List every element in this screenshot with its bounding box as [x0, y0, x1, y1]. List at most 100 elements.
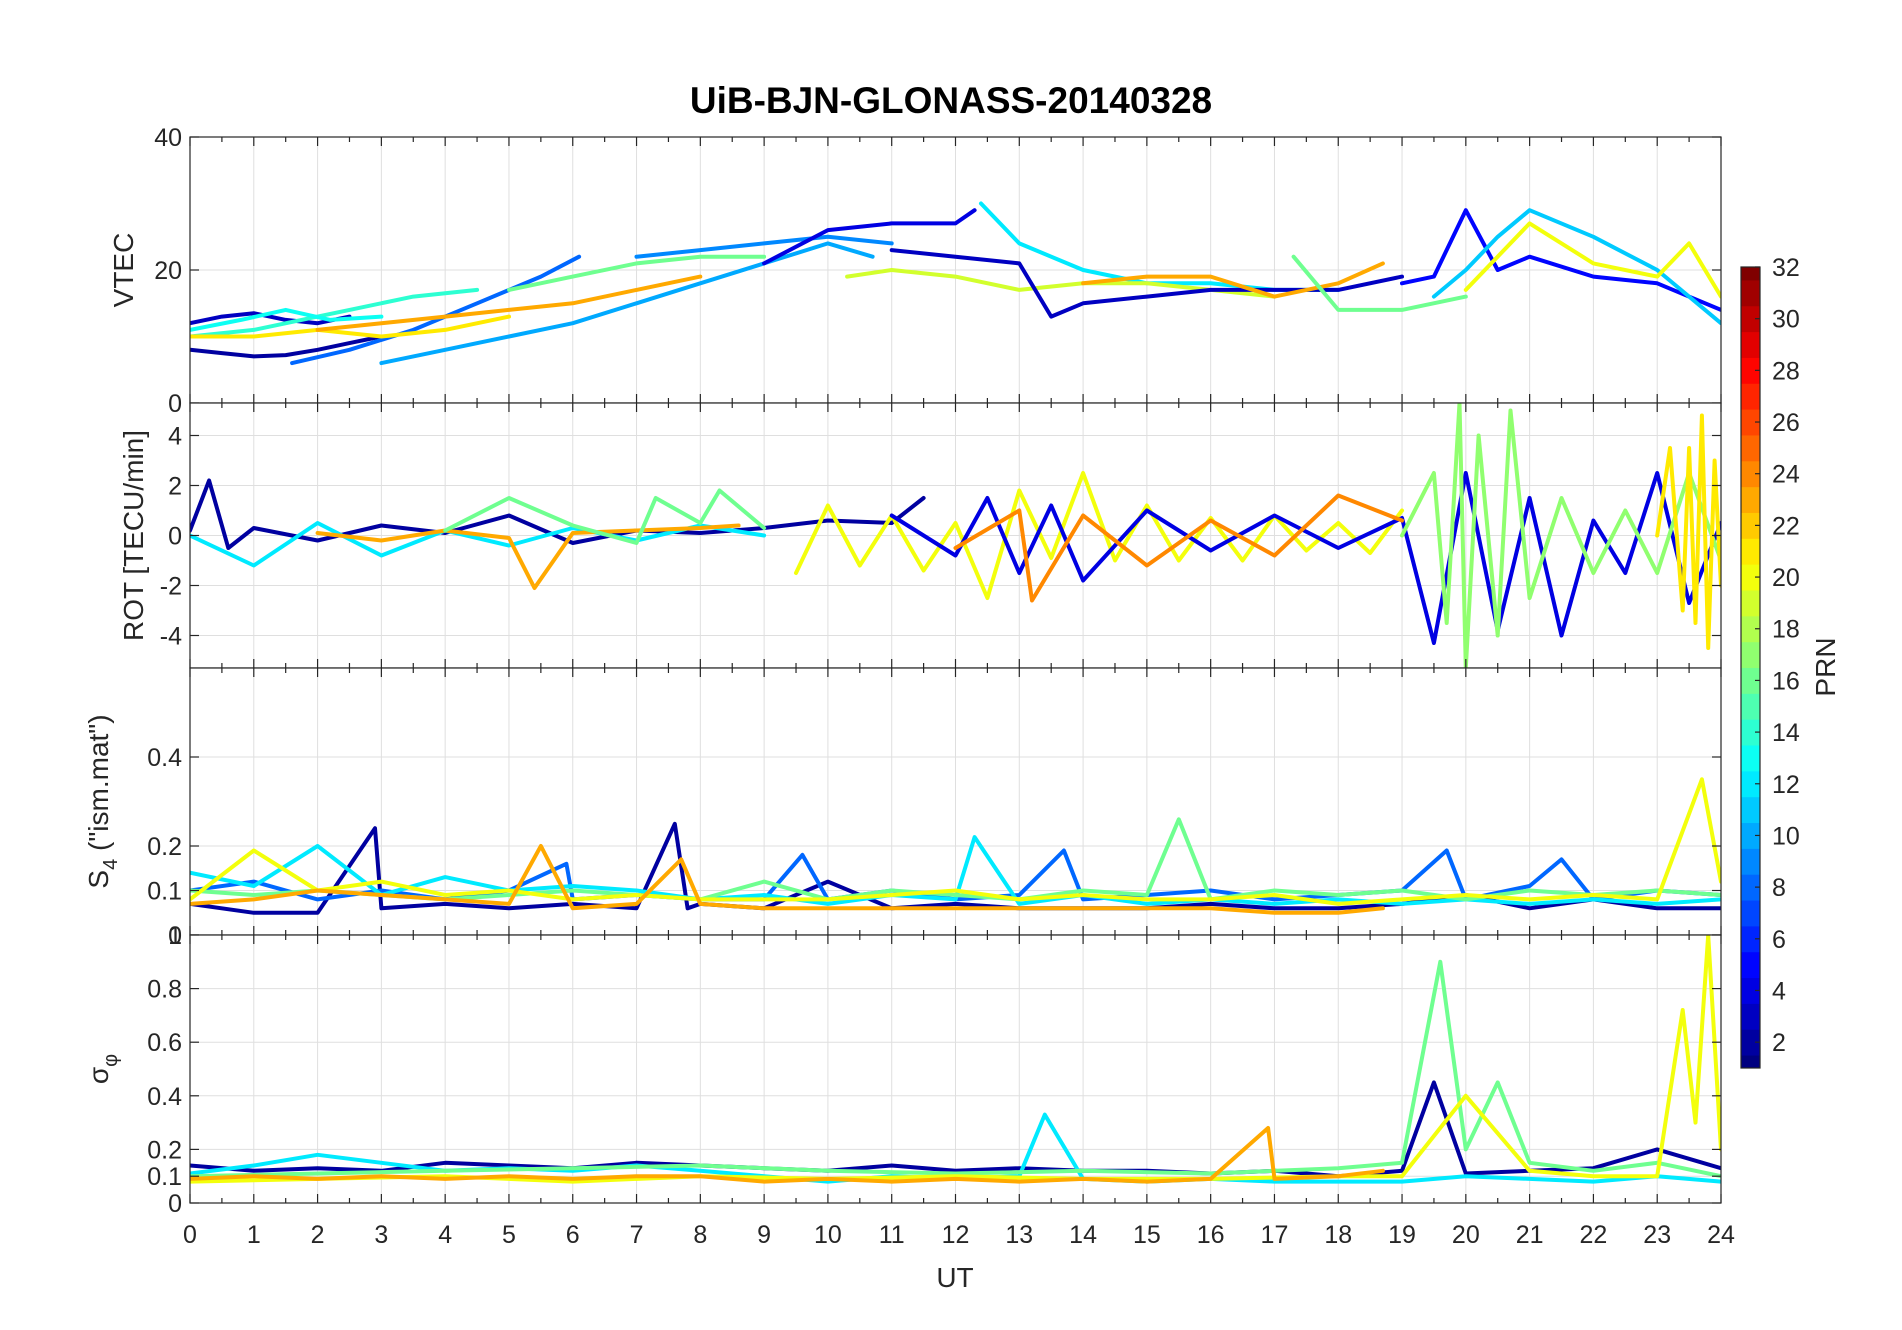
colorbar-swatch-prn-12 [1741, 770, 1760, 798]
y-axis-label-sigma_phi: σφ [83, 1054, 122, 1084]
colorbar-swatch-prn-26 [1741, 409, 1760, 436]
colorbar-tick-label: 4 [1772, 977, 1786, 1005]
series-line-rot-prn-12 [190, 521, 767, 568]
series-line-rot-prn-20 [794, 471, 1404, 600]
series-line-sigma_phi-prn-23 [190, 1126, 1385, 1184]
colorbar-swatch-prn-3 [1741, 1003, 1760, 1030]
x-tick-label: 22 [1580, 1221, 1608, 1249]
x-tick-label: 24 [1707, 1221, 1735, 1249]
colorbar-label: PRN [1810, 637, 1841, 696]
colorbar-tick-label: 28 [1772, 357, 1800, 385]
series-line-vtec-prn-13 [190, 307, 384, 332]
x-tick-label: 21 [1516, 1221, 1544, 1249]
series-group-s4 [190, 777, 1721, 915]
series-line-vtec-prn-16 [1291, 254, 1468, 312]
colorbar-swatch-prn-27 [1741, 383, 1760, 410]
y-tick-label: 0.6 [147, 1029, 182, 1057]
colorbar-swatch-prn-19 [1741, 589, 1760, 617]
colorbar-swatch-prn-21 [1741, 538, 1760, 565]
y-tick-label: 1 [168, 922, 182, 950]
series-line-rot-prn-24 [953, 493, 1404, 603]
colorbar-tick-label: 32 [1772, 254, 1800, 282]
series-line-vtec-prn-10 [379, 241, 875, 366]
colorbar-swatch-prn-5 [1741, 951, 1760, 979]
colorbar-swatch-prn-16 [1741, 667, 1760, 694]
series-line-sigma_phi-prn-2 [190, 1080, 1721, 1179]
chart-title: UiB-BJN-GLONASS-20140328 [690, 80, 1212, 121]
colorbar-swatch-prn-17 [1741, 641, 1760, 668]
series-group-vtec [190, 201, 1721, 366]
colorbar-swatch-prn-28 [1741, 357, 1760, 384]
x-tick-label: 2 [311, 1221, 325, 1249]
series-line-vtec-prn-9 [634, 234, 894, 259]
x-tick-label: 10 [814, 1221, 842, 1249]
y-axis-label-rest: ("ism.mat") [83, 714, 114, 858]
y-axis-label-subscript: φ [100, 1054, 122, 1067]
colorbar-swatch-prn-24 [1741, 460, 1760, 488]
x-tick-label: 1 [247, 1221, 261, 1249]
colorbar-swatch-prn-7 [1741, 900, 1760, 927]
series-line-vtec-prn-11 [1431, 208, 1721, 326]
series-line-s4-prn-12 [190, 835, 1721, 906]
x-tick-label: 11 [879, 1221, 905, 1249]
x-tick-label: 3 [374, 1221, 388, 1249]
colorbar-frame [1740, 266, 1761, 1069]
y-axis-label-subscript: 4 [100, 859, 122, 870]
series-line-vtec-prn-3 [190, 311, 352, 326]
x-tick-label: 9 [757, 1221, 771, 1249]
y-tick-label: 0.1 [147, 878, 182, 906]
colorbar-swatch-prn-9 [1741, 848, 1760, 875]
colorbar-swatch-prn-8 [1741, 874, 1760, 901]
colorbar-swatch-prn-23 [1741, 486, 1760, 513]
series-line-vtec-prn-2 [190, 334, 384, 359]
colorbar-tick-label: 30 [1772, 306, 1800, 334]
y-axis-label-rot: ROT [TECU/min] [118, 430, 149, 641]
x-tick-label: 13 [1005, 1221, 1033, 1249]
series-group-rot [190, 403, 1721, 668]
colorbar-tick-label: 6 [1772, 926, 1786, 954]
y-tick-label: 40 [154, 124, 182, 152]
x-tick-label: 23 [1643, 1221, 1671, 1249]
x-tick-label: 20 [1452, 1221, 1480, 1249]
colorbar-tick-label: 22 [1772, 512, 1800, 540]
series-line-rot-prn-2 [190, 478, 926, 550]
colorbar-tick-label: 26 [1772, 409, 1800, 437]
colorbar-swatch-prn-13 [1741, 745, 1760, 772]
colorbar-swatch-prn-1 [1741, 1055, 1760, 1069]
y-tick-label: -4 [160, 623, 182, 651]
colorbar-swatch-prn-18 [1741, 615, 1760, 643]
x-tick-label: 4 [438, 1221, 452, 1249]
x-tick-label: 8 [693, 1221, 707, 1249]
x-tick-label: 17 [1261, 1221, 1289, 1249]
y-tick-label: 0 [168, 390, 182, 418]
panel-vtec: 0 20 40 VTEC [108, 124, 1722, 418]
y-tick-label: 0 [168, 523, 182, 551]
y-tick-label: 0.4 [147, 744, 182, 772]
y-tick-label: 2 [168, 473, 182, 501]
series-line-rot-prn-17 [1400, 403, 1721, 668]
series-line-vtec-prn-21 [190, 314, 511, 339]
y-tick-label: 0 [168, 922, 182, 950]
series-line-vtec-prn-20 [1463, 221, 1721, 299]
series-line-rot-prn-16 [443, 488, 767, 545]
y-tick-label: 0.2 [147, 1136, 182, 1164]
x-tick-label: 14 [1069, 1221, 1097, 1249]
series-line-vtec-prn-5 [1400, 208, 1721, 312]
y-axis-label-main: S [83, 870, 114, 889]
colorbar-tick-label: 14 [1772, 719, 1800, 747]
colorbar-swatch-prn-29 [1741, 331, 1760, 358]
series-line-vtec-prn-23 [1081, 261, 1385, 299]
colorbar-swatch-prn-4 [1741, 977, 1760, 1004]
x-tick-label: 18 [1324, 1221, 1352, 1249]
series-line-rot-prn-23 [315, 523, 741, 590]
x-tick-label: 19 [1388, 1221, 1416, 1249]
x-axis-label: UT [936, 1262, 973, 1293]
colorbar-swatch-prn-30 [1741, 305, 1760, 333]
y-tick-label: -2 [160, 573, 182, 601]
series-line-vtec-prn-4 [762, 208, 977, 266]
